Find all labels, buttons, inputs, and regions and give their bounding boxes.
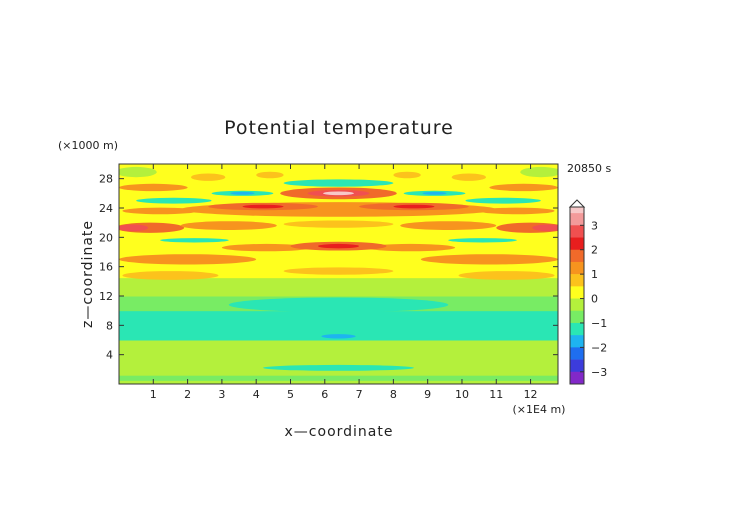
x-tick-label: 7 <box>356 388 363 401</box>
y-tick-label: 28 <box>99 173 113 186</box>
colorbar-level-4 <box>570 249 584 263</box>
colorbar-tick-label: 1 <box>591 268 598 281</box>
x-tick-label: 11 <box>489 388 503 401</box>
colorbar-level-1 <box>570 213 584 226</box>
x-tick-label: 12 <box>524 388 538 401</box>
field-feature-29 <box>465 197 541 204</box>
field-feature-24 <box>242 204 284 209</box>
field-feature-36 <box>323 191 354 196</box>
x-axis-unit: (×1E4 m) <box>513 403 566 416</box>
field-feature-17 <box>532 224 558 232</box>
colorbar-level-6 <box>570 274 584 287</box>
field-feature-32 <box>230 191 255 195</box>
field-feature-13 <box>448 238 517 243</box>
field-band-0 <box>119 380 558 384</box>
field-feature-41 <box>256 171 284 179</box>
colorbar-level-8 <box>570 298 584 312</box>
colorbar-level-5 <box>570 261 584 275</box>
colorbar <box>568 199 586 385</box>
x-tick-label: 4 <box>253 388 260 401</box>
field-feature-3 <box>122 271 219 280</box>
field-feature-19 <box>400 221 497 231</box>
colorbar-ticks: 3 2 1 0 −1 −2 −3 <box>580 219 607 379</box>
field-feature-33 <box>422 191 447 195</box>
colorbar-tick-label: −3 <box>591 366 607 379</box>
y-tick-label: 8 <box>106 319 113 332</box>
y-axis-unit: (×1000 m) <box>58 139 118 152</box>
field-feature-43 <box>451 173 486 181</box>
x-tick-label: 3 <box>218 388 225 401</box>
field-feature-12 <box>160 238 229 243</box>
colorbar-level-10 <box>570 322 584 336</box>
plot-frame <box>118 163 559 385</box>
colorbar-level-13 <box>570 359 584 373</box>
x-axis-label: x—coordinate <box>285 424 394 440</box>
colorbar-tick-label: −1 <box>591 317 607 330</box>
colorbar-level-11 <box>570 335 584 348</box>
colorbar-tick-label: 2 <box>591 244 598 257</box>
y-tick-label: 12 <box>99 290 113 303</box>
field-feature-7 <box>420 254 558 265</box>
y-axis-label: z—coordinate <box>80 220 96 328</box>
y-tick-label: 20 <box>99 231 113 244</box>
field-feature-27 <box>479 207 555 215</box>
field-feature-45 <box>520 166 558 178</box>
x-axis-ticks: 1 2 3 4 5 6 7 8 9 10 11 12 <box>150 164 538 401</box>
x-tick-label: 8 <box>390 388 397 401</box>
colorbar-level-2 <box>570 225 584 238</box>
field-feature-0 <box>228 297 449 313</box>
y-tick-label: 24 <box>99 202 113 215</box>
field-feature-25 <box>393 204 435 209</box>
colorbar-level-0 <box>570 207 584 214</box>
time-label: 20850 s <box>567 162 611 175</box>
field-feature-4 <box>458 271 555 280</box>
colorbar-tick-label: 3 <box>591 219 598 232</box>
field-feature-18 <box>180 221 277 231</box>
field-feature-2 <box>321 334 356 339</box>
field-band-5 <box>119 277 558 297</box>
field-feature-44 <box>119 166 157 178</box>
y-tick-label: 16 <box>99 261 113 274</box>
field-feature-9 <box>365 243 456 252</box>
colorbar-level-12 <box>570 347 584 360</box>
field-feature-39 <box>489 183 558 192</box>
colorbar-level-3 <box>570 237 584 251</box>
x-tick-label: 2 <box>184 388 191 401</box>
field-feature-38 <box>119 183 188 192</box>
y-axis-ticks: 4 8 12 16 20 24 28 <box>99 173 558 362</box>
field-feature-16 <box>119 224 149 232</box>
field-feature-1 <box>263 364 414 371</box>
colorbar-extend-arrow <box>568 199 586 208</box>
field-feature-40 <box>191 173 226 181</box>
colorbar-tick-label: 0 <box>591 293 598 306</box>
field-feature-6 <box>119 254 257 265</box>
colorbar-level-14 <box>570 371 584 385</box>
x-tick-label: 1 <box>150 388 157 401</box>
colorbar-level-9 <box>570 310 584 324</box>
y-tick-label: 4 <box>106 349 113 362</box>
x-tick-label: 10 <box>455 388 469 401</box>
chart-title: Potential temperature <box>224 117 454 139</box>
field-feature-20 <box>283 220 394 228</box>
x-tick-label: 6 <box>321 388 328 401</box>
field-feature-5 <box>283 267 394 275</box>
x-tick-label: 5 <box>287 388 294 401</box>
field-feature-37 <box>283 179 394 187</box>
field-feature-42 <box>393 171 421 179</box>
field-feature-8 <box>221 243 312 252</box>
field-feature-11 <box>317 243 360 249</box>
x-tick-label: 9 <box>424 388 431 401</box>
field-feature-28 <box>136 197 212 204</box>
colorbar-tick-label: −2 <box>591 341 607 354</box>
heatmap-field <box>119 164 558 384</box>
colorbar-level-7 <box>570 286 584 299</box>
field-feature-26 <box>122 207 198 215</box>
field-band-1 <box>119 375 558 381</box>
